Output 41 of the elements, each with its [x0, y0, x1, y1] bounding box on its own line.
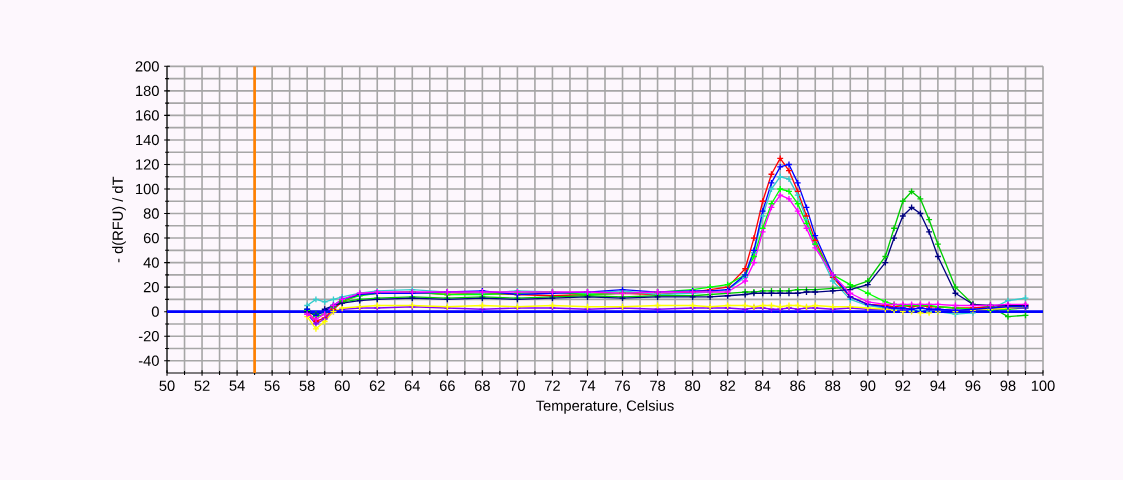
- x-tick-label: 50: [159, 380, 175, 391]
- x-tick-label: 88: [825, 380, 841, 391]
- x-tick-label: 80: [685, 380, 701, 391]
- x-tick-label: 60: [334, 380, 350, 391]
- x-tick-label: 76: [615, 380, 631, 391]
- x-axis-title: Temperature, Celsius: [536, 400, 674, 414]
- x-tick-label: 64: [404, 380, 420, 391]
- y-tick-label: -40: [138, 355, 159, 366]
- x-tick-label: 90: [860, 380, 876, 391]
- x-tick-label: 58: [299, 380, 315, 391]
- x-tick-label: 52: [194, 380, 210, 391]
- y-tick-label: 100: [136, 183, 159, 195]
- y-tick-label: 40: [143, 257, 159, 268]
- x-tick-label: 94: [930, 380, 946, 391]
- x-tick-label: 54: [229, 380, 245, 391]
- x-tick-label: 78: [650, 380, 666, 391]
- x-tick-label: 72: [545, 380, 560, 391]
- x-tick-label: 86: [790, 380, 806, 391]
- y-tick-label: 120: [136, 159, 159, 170]
- x-tick-label: 96: [965, 380, 981, 391]
- x-tick-label: 100: [1031, 380, 1055, 391]
- x-tick-label: 56: [264, 380, 280, 391]
- x-tick-label: 82: [720, 380, 736, 391]
- y-tick-label: 160: [136, 110, 159, 121]
- x-tick-label: 74: [580, 380, 596, 391]
- x-tick-label: 98: [1000, 380, 1016, 391]
- y-tick-label: 200: [135, 61, 159, 72]
- x-tick-label: 68: [474, 380, 490, 391]
- y-tick-label: 60: [143, 232, 159, 244]
- y-tick-label: -20: [138, 331, 159, 342]
- y-tick-label: 20: [143, 281, 159, 293]
- y-tick-label: 180: [136, 85, 159, 97]
- x-tick-label: 62: [369, 380, 385, 391]
- y-tick-label: 140: [136, 134, 159, 146]
- y-tick-label: 80: [143, 208, 159, 219]
- x-tick-label: 70: [510, 380, 525, 391]
- y-tick-label: 0: [151, 306, 159, 317]
- x-tick-label: 92: [895, 380, 911, 391]
- x-tick-label: 84: [755, 380, 771, 391]
- y-axis-title: - d(RFU) / dT: [112, 176, 126, 263]
- x-tick-label: 66: [439, 380, 455, 391]
